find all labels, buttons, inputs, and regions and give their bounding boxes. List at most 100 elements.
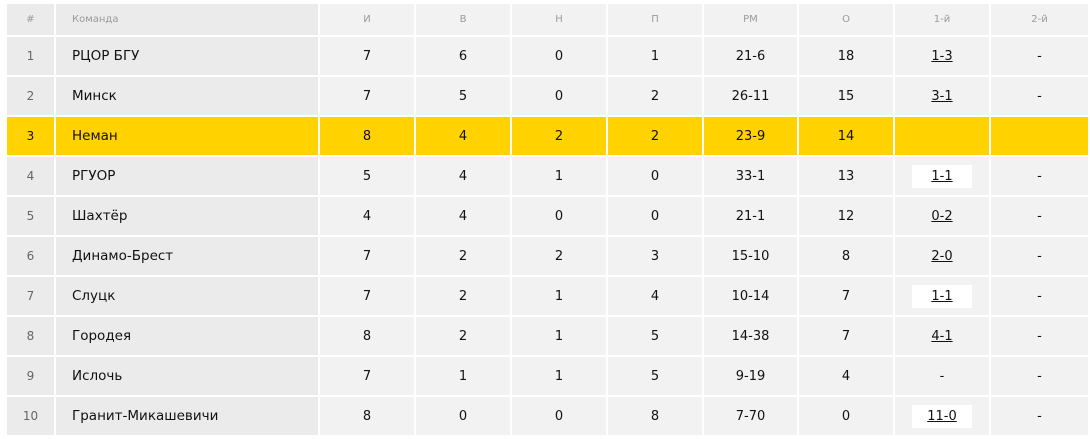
team-name-cell: РЦОР БГУ xyxy=(54,35,320,77)
wins-cell: 4 xyxy=(414,195,512,237)
match-score-link[interactable]: 1-1 xyxy=(912,284,972,308)
team-name-cell: Ислочь xyxy=(54,355,320,397)
table-row: 8 Городея 8 2 1 5 14-38 7 4-1- xyxy=(5,315,1090,357)
match-score-link[interactable]: 3-1 xyxy=(931,88,953,104)
header-row: # Команда И В Н П РМ О 1-й 2-й xyxy=(5,2,1090,37)
draws-cell: 2 xyxy=(510,115,608,157)
played-cell: 7 xyxy=(318,35,416,77)
team-name-cell: Минск xyxy=(54,75,320,117)
match-score-link[interactable]: 1-1 xyxy=(912,164,972,188)
points-cell: 14 xyxy=(797,115,895,157)
wins-cell: 6 xyxy=(414,35,512,77)
position-cell: 9 xyxy=(5,355,56,397)
points-cell: 0 xyxy=(797,395,895,437)
standings-table: # Команда И В Н П РМ О 1-й 2-й 1 РЦОР БГУ… xyxy=(5,2,1090,437)
draws-cell: 2 xyxy=(510,235,608,277)
table-row: 4 РГУОР 5 4 1 0 33-1 13 1-1- xyxy=(5,155,1090,197)
goals-cell: 15-10 xyxy=(702,235,799,277)
losses-cell: 5 xyxy=(606,355,704,397)
match-score-link[interactable]: 2-0 xyxy=(931,248,953,264)
round-2-cell: - xyxy=(989,355,1090,397)
played-cell: 5 xyxy=(318,155,416,197)
draws-cell: 1 xyxy=(510,155,608,197)
match-score-link[interactable]: 0-2 xyxy=(931,208,953,224)
draws-cell: 1 xyxy=(510,355,608,397)
played-cell: 7 xyxy=(318,355,416,397)
points-cell: 18 xyxy=(797,35,895,77)
team-name-cell: Городея xyxy=(54,315,320,357)
position-cell: 10 xyxy=(5,395,56,437)
goals-cell: 9-19 xyxy=(702,355,799,397)
round-1-cell: 2-0 xyxy=(893,235,991,277)
losses-cell: 2 xyxy=(606,115,704,157)
draws-cell: 1 xyxy=(510,275,608,317)
wins-cell: 2 xyxy=(414,315,512,357)
position-cell: 2 xyxy=(5,75,56,117)
points-cell: 7 xyxy=(797,315,895,357)
round-1-cell: 11-0 xyxy=(893,395,991,437)
table-row: 5 Шахтёр 4 4 0 0 21-1 12 0-2- xyxy=(5,195,1090,237)
goals-cell: 21-6 xyxy=(702,35,799,77)
goals-cell: 23-9 xyxy=(702,115,799,157)
round-2-cell: - xyxy=(989,315,1090,357)
played-cell: 7 xyxy=(318,75,416,117)
table-row: 10 Гранит-Микашевичи 8 0 0 8 7-70 0 11-0- xyxy=(5,395,1090,437)
header-team: Команда xyxy=(54,2,320,37)
round-1-cell: 1-1 xyxy=(893,155,991,197)
goals-cell: 7-70 xyxy=(702,395,799,437)
table-row: 7 Слуцк 7 2 1 4 10-14 7 1-1- xyxy=(5,275,1090,317)
points-cell: 4 xyxy=(797,355,895,397)
position-cell: 4 xyxy=(5,155,56,197)
table-row: 1 РЦОР БГУ 7 6 0 1 21-6 18 1-3- xyxy=(5,35,1090,77)
position-cell: 6 xyxy=(5,235,56,277)
table-row: 9 Ислочь 7 1 1 5 9-19 4- - xyxy=(5,355,1090,397)
draws-cell: 0 xyxy=(510,35,608,77)
losses-cell: 2 xyxy=(606,75,704,117)
match-score-link[interactable]: 1-3 xyxy=(931,48,953,64)
round-1-cell: 1-1 xyxy=(893,275,991,317)
goals-cell: 10-14 xyxy=(702,275,799,317)
losses-cell: 1 xyxy=(606,35,704,77)
draws-cell: 0 xyxy=(510,75,608,117)
header-round-1: 1-й xyxy=(893,2,991,37)
points-cell: 8 xyxy=(797,235,895,277)
points-cell: 7 xyxy=(797,275,895,317)
match-score-link[interactable]: 11-0 xyxy=(912,404,972,428)
round-1-cell xyxy=(893,115,991,157)
header-draws: Н xyxy=(510,2,608,37)
round-1-cell: 1-3 xyxy=(893,35,991,77)
played-cell: 7 xyxy=(318,275,416,317)
losses-cell: 4 xyxy=(606,275,704,317)
points-cell: 12 xyxy=(797,195,895,237)
position-cell: 1 xyxy=(5,35,56,77)
round-1-cell: 0-2 xyxy=(893,195,991,237)
team-name-cell: Гранит-Микашевичи xyxy=(54,395,320,437)
losses-cell: 8 xyxy=(606,395,704,437)
round-2-cell: - xyxy=(989,155,1090,197)
team-name-cell: Неман xyxy=(54,115,320,157)
draws-cell: 0 xyxy=(510,195,608,237)
round-2-cell: - xyxy=(989,195,1090,237)
losses-cell: 0 xyxy=(606,155,704,197)
wins-cell: 4 xyxy=(414,115,512,157)
header-losses: П xyxy=(606,2,704,37)
wins-cell: 1 xyxy=(414,355,512,397)
header-goal-diff: РМ xyxy=(702,2,799,37)
position-cell: 7 xyxy=(5,275,56,317)
round-2-cell: - xyxy=(989,235,1090,277)
match-score-link[interactable]: 4-1 xyxy=(931,328,953,344)
round-1-cell: 4-1 xyxy=(893,315,991,357)
wins-cell: 4 xyxy=(414,155,512,197)
losses-cell: 3 xyxy=(606,235,704,277)
position-cell: 3 xyxy=(5,115,56,157)
team-name-cell: Шахтёр xyxy=(54,195,320,237)
round-2-cell: - xyxy=(989,35,1090,77)
team-name-cell: РГУОР xyxy=(54,155,320,197)
round-2-cell xyxy=(989,115,1090,157)
played-cell: 8 xyxy=(318,115,416,157)
round-1-cell: 3-1 xyxy=(893,75,991,117)
table-row: 2 Минск 7 5 0 2 26-11 15 3-1- xyxy=(5,75,1090,117)
table-row: 3 Неман 8 4 2 2 23-9 14 xyxy=(5,115,1090,157)
round-1-cell: - xyxy=(893,355,991,397)
draws-cell: 0 xyxy=(510,395,608,437)
